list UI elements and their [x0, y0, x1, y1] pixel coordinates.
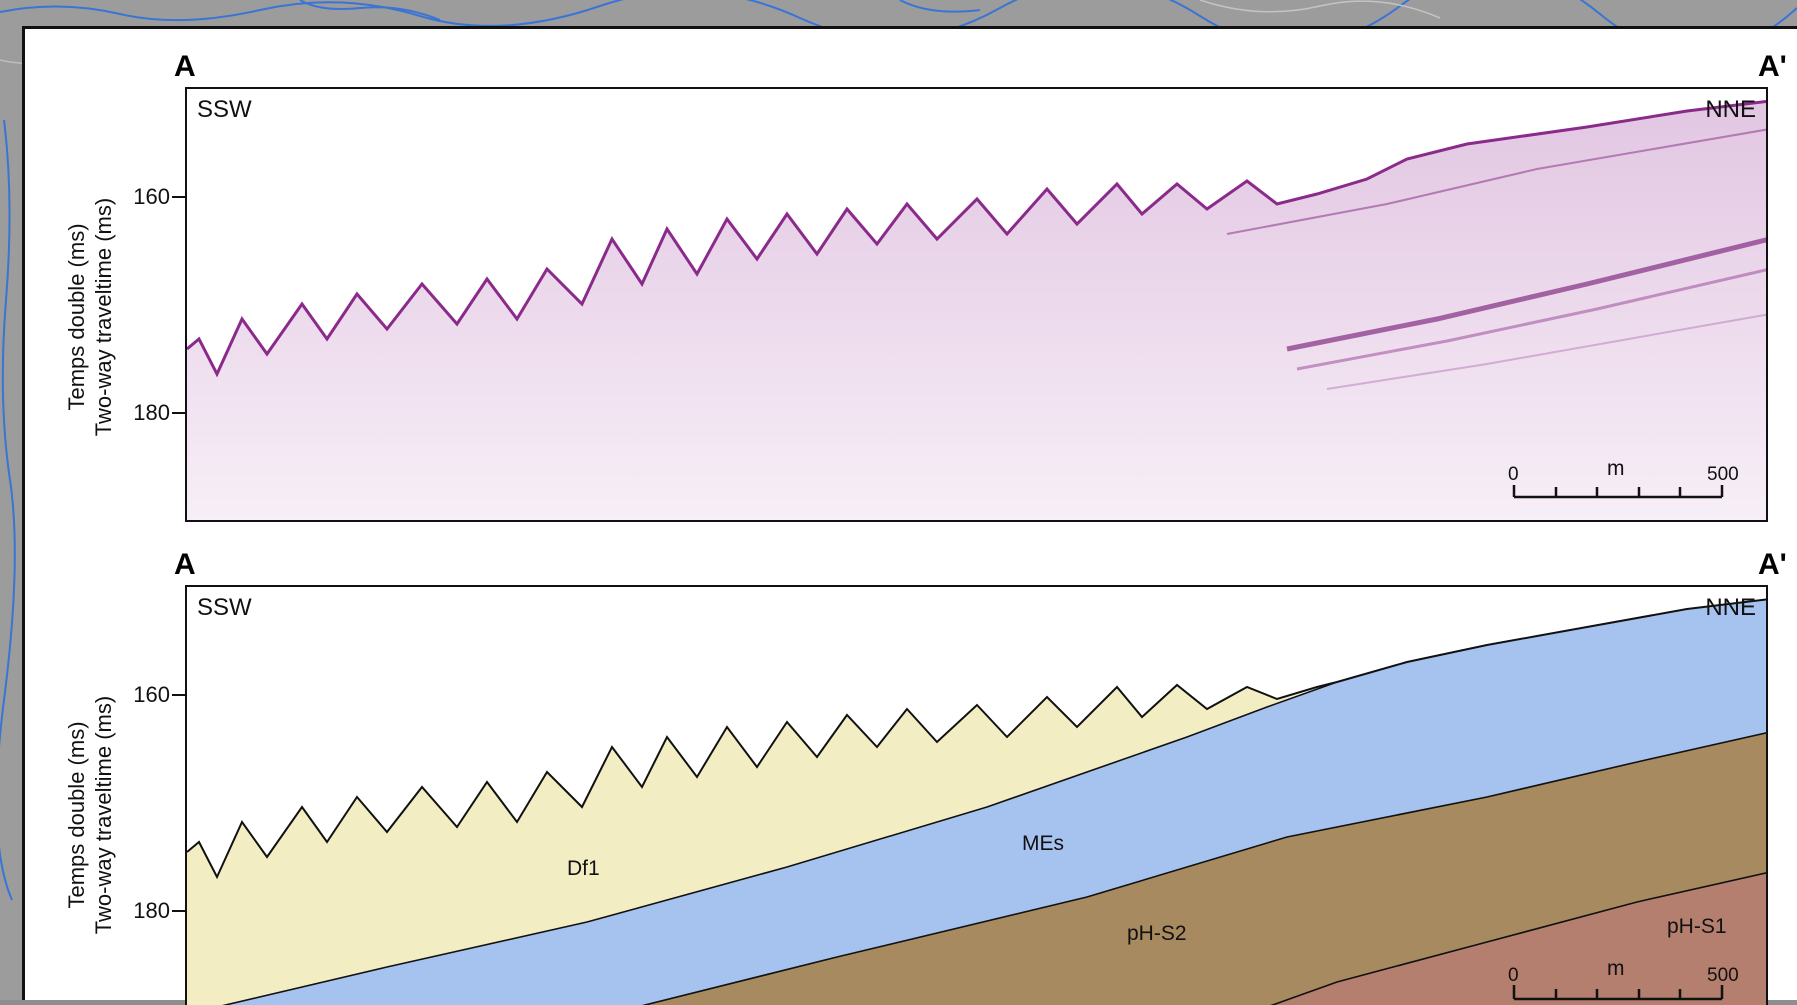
- y-tick-mark: [172, 196, 186, 198]
- y-tick-mark: [172, 910, 186, 912]
- boundary-mes-phs2: [641, 732, 1766, 1005]
- y-axis-label-bottom: Temps double (ms) Two-way traveltime (ms…: [64, 695, 116, 935]
- unit-ph-s2: [645, 732, 1766, 1005]
- section-start-letter-top: A: [174, 50, 196, 83]
- y-axis-label-top: Temps double (ms) Two-way traveltime (ms…: [64, 197, 116, 437]
- boundary-df1-mes: [222, 681, 1338, 1005]
- scale-bar-unit-bottom: m: [1607, 957, 1625, 980]
- unit-ph-s1: [1272, 872, 1766, 1005]
- scale-bar-bottom: [1512, 985, 1724, 1001]
- y-tick-mark: [172, 694, 186, 696]
- unit-label-mes: MEs: [1022, 832, 1064, 855]
- y-tick-mark: [172, 412, 186, 414]
- seismic-profile-interpreted: SSW NNE Df1 MEs pH-S2 pH-S1 0 m 500: [185, 585, 1768, 1005]
- y-tick-160-top: 160: [133, 184, 170, 209]
- scale-bar-end-top: 500: [1707, 464, 1739, 485]
- reflector-deep-2: [1296, 268, 1766, 371]
- direction-left-top: SSW: [197, 96, 252, 123]
- seabed-reflector-top: [187, 99, 1766, 378]
- seismic-profile-raw: SSW NNE 0 m 500: [185, 87, 1768, 522]
- unit-mes: [225, 599, 1766, 1005]
- direction-right-top: NNE: [1705, 96, 1756, 123]
- unit-label-df1: Df1: [567, 857, 600, 880]
- unit-label-ph-s1: pH-S1: [1667, 915, 1727, 938]
- scale-bar-start-top: 0: [1508, 464, 1519, 485]
- scale-bar-top: [1512, 485, 1724, 499]
- unit-label-ph-s2: pH-S2: [1127, 922, 1187, 945]
- scale-bar-unit-top: m: [1607, 457, 1625, 480]
- direction-left-bottom: SSW: [197, 594, 252, 621]
- section-end-letter-bottom: A': [1758, 548, 1787, 581]
- seabed-line: [187, 598, 1766, 880]
- y-tick-180-top: 180: [133, 400, 170, 425]
- y-tick-180-bottom: 180: [133, 898, 170, 923]
- scale-bar-end-bottom: 500: [1707, 965, 1739, 986]
- section-start-letter-bottom: A: [174, 548, 196, 581]
- seismic-fill-top: [187, 101, 1766, 520]
- unit-df1: [187, 685, 1317, 1005]
- section-end-letter-top: A': [1758, 50, 1787, 83]
- reflector-deep-1: [1286, 237, 1766, 352]
- direction-right-bottom: NNE: [1705, 594, 1756, 621]
- y-tick-160-bottom: 160: [133, 682, 170, 707]
- reflector-deep-3: [1326, 313, 1766, 390]
- boundary-phs2-phs1: [1270, 872, 1766, 1005]
- reflector-upper: [1226, 128, 1766, 235]
- scale-bar-start-bottom: 0: [1508, 965, 1519, 986]
